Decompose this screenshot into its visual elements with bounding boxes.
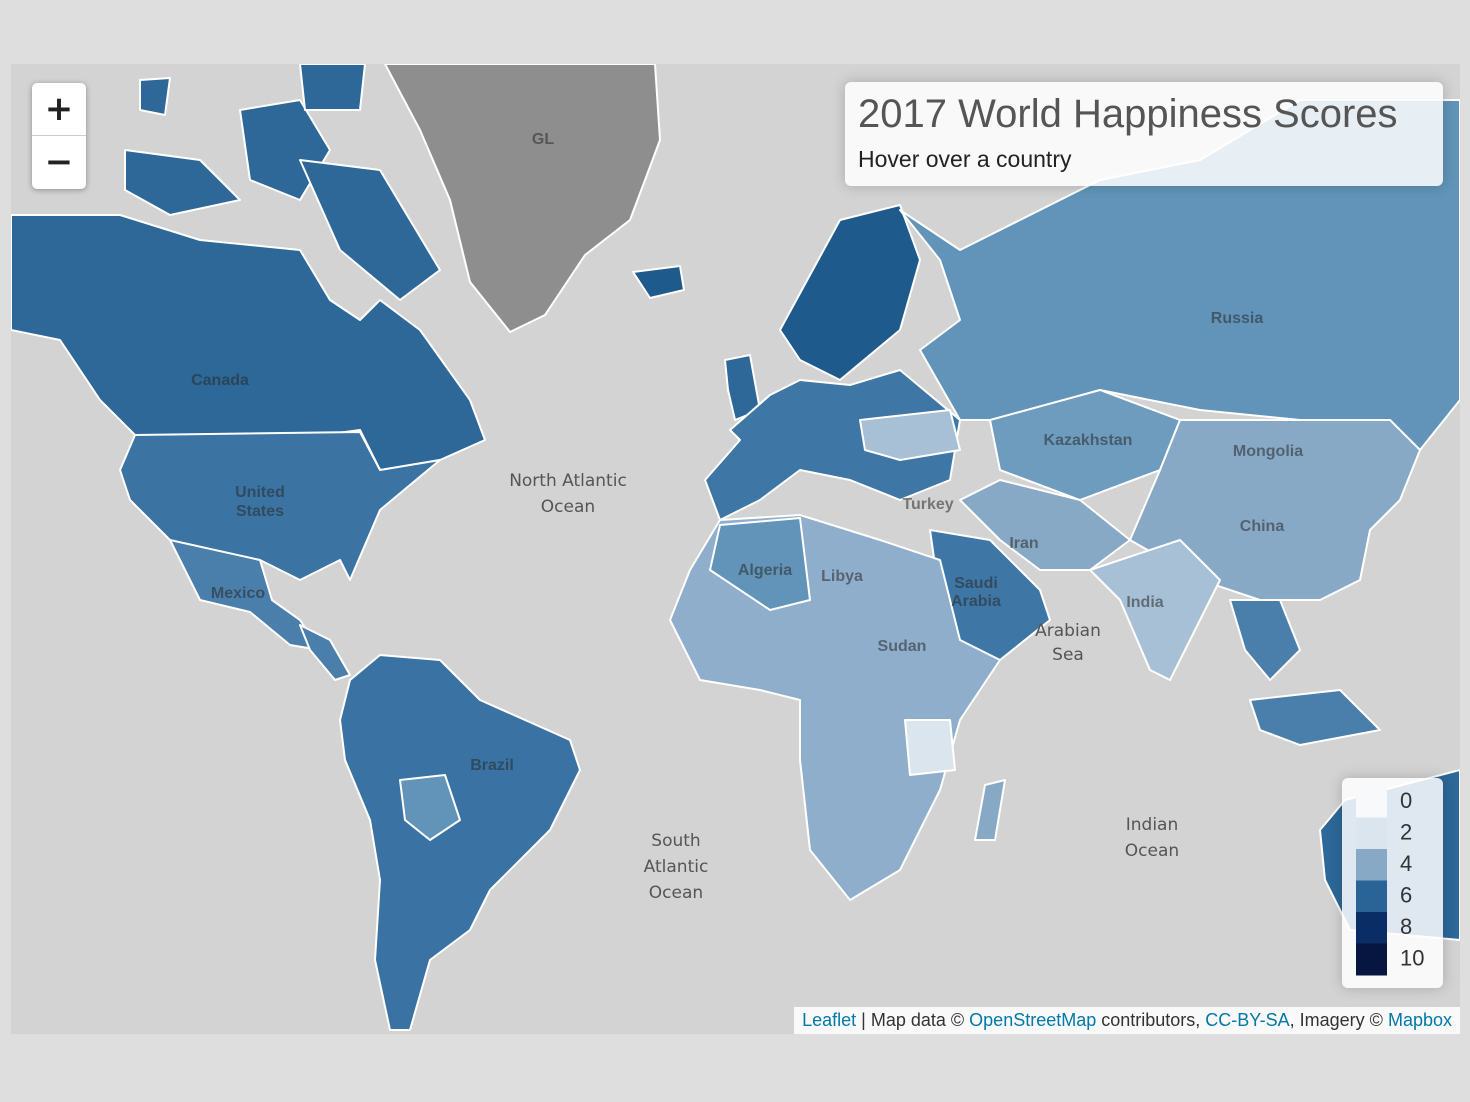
map-label: Mexico: [211, 585, 265, 602]
map-label: Sudan: [878, 638, 927, 655]
madagascar[interactable]: [974, 779, 1006, 841]
map-labels: Canada United States Mexico North Atlant…: [191, 131, 1303, 903]
info-subtitle: Hover over a country: [858, 146, 1072, 172]
south-america[interactable]: [339, 654, 581, 1031]
india[interactable]: [1089, 539, 1221, 681]
southeast-asia[interactable]: [1229, 599, 1301, 681]
map-label: Brazil: [470, 757, 514, 774]
map-label: North Atlantic: [509, 471, 627, 491]
attribution-text: contributors,: [1096, 1010, 1206, 1030]
algeria[interactable]: [709, 517, 811, 611]
indonesia[interactable]: [1249, 689, 1381, 746]
legend-swatch: [1356, 912, 1387, 944]
map-label: States: [236, 503, 284, 520]
legend-swatch: [1356, 849, 1387, 881]
legend-label: 2: [1400, 819, 1412, 844]
map-label: Algeria: [738, 562, 792, 579]
mapbox-link[interactable]: Mapbox: [1387, 1010, 1452, 1030]
leaflet-link[interactable]: Leaflet: [802, 1010, 857, 1030]
map-label: Arabia: [951, 593, 1001, 610]
legend-label: 8: [1400, 914, 1412, 939]
map-label: Libya: [821, 568, 863, 585]
legend-swatch: [1356, 880, 1387, 913]
map-label: Arabian: [1035, 621, 1101, 641]
canada[interactable]: [11, 214, 486, 471]
map-label: Mongolia: [1233, 443, 1303, 460]
map-label: Ocean: [1125, 841, 1179, 861]
attribution: Leaflet | Map data © OpenStreetMap contr…: [794, 1007, 1460, 1034]
europe[interactable]: [704, 369, 961, 521]
zoom-in-button[interactable]: +: [32, 83, 86, 136]
legend-label: 0: [1400, 788, 1412, 813]
map-label: Canada: [191, 372, 249, 389]
ukraine[interactable]: [859, 409, 961, 461]
map-label: China: [1240, 518, 1285, 535]
zoom-control: + −: [32, 83, 86, 189]
central-america[interactable]: [299, 624, 351, 681]
legend-swatch: [1356, 817, 1387, 850]
legend-swatch: [1356, 786, 1387, 818]
legend-label: 4: [1400, 851, 1412, 876]
map-label: Saudi: [954, 575, 998, 592]
legend: 0 2 4 6 8 10: [1342, 778, 1443, 988]
arctic-island[interactable]: [139, 77, 171, 116]
map-label: Kazakhstan: [1044, 432, 1133, 449]
map-label: Ocean: [649, 883, 703, 903]
map-label: Sea: [1052, 645, 1084, 665]
scandinavia[interactable]: [779, 204, 921, 381]
arctic-island[interactable]: [299, 159, 441, 301]
iceland[interactable]: [632, 265, 685, 299]
greenland[interactable]: [384, 64, 661, 333]
legend-swatch: [1356, 943, 1387, 976]
map-label: Iran: [1009, 535, 1038, 552]
attribution-text: , Imagery ©: [1289, 1010, 1388, 1030]
map-label: Atlantic: [644, 857, 709, 877]
iran-afghanistan[interactable]: [959, 479, 1131, 571]
map-label: India: [1126, 594, 1163, 611]
legend-label: 10: [1400, 945, 1424, 970]
map[interactable]: Canada United States Mexico North Atlant…: [11, 64, 1460, 1034]
info-title: 2017 World Happiness Scores: [858, 92, 1398, 136]
osm-link[interactable]: OpenStreetMap: [969, 1010, 1097, 1030]
africa[interactable]: [669, 514, 1001, 901]
zoom-out-button[interactable]: −: [44, 142, 74, 182]
united-states[interactable]: [119, 431, 441, 581]
arctic-island[interactable]: [124, 149, 241, 216]
map-label: Turkey: [902, 496, 953, 513]
legend-label: 6: [1400, 882, 1412, 907]
map-label: South: [651, 831, 700, 851]
map-label: Ocean: [541, 497, 595, 517]
attribution-text: | Map data ©: [856, 1010, 970, 1030]
map-label: United: [235, 484, 285, 501]
license-link[interactable]: CC-BY-SA: [1205, 1010, 1290, 1030]
map-label: Russia: [1211, 310, 1264, 327]
map-label: GL: [532, 131, 554, 148]
map-label: Indian: [1126, 815, 1179, 835]
bolivia[interactable]: [399, 774, 461, 841]
info-panel: 2017 World Happiness Scores Hover over a…: [845, 82, 1443, 186]
arctic-island[interactable]: [299, 64, 366, 111]
tanzania[interactable]: [904, 719, 956, 776]
